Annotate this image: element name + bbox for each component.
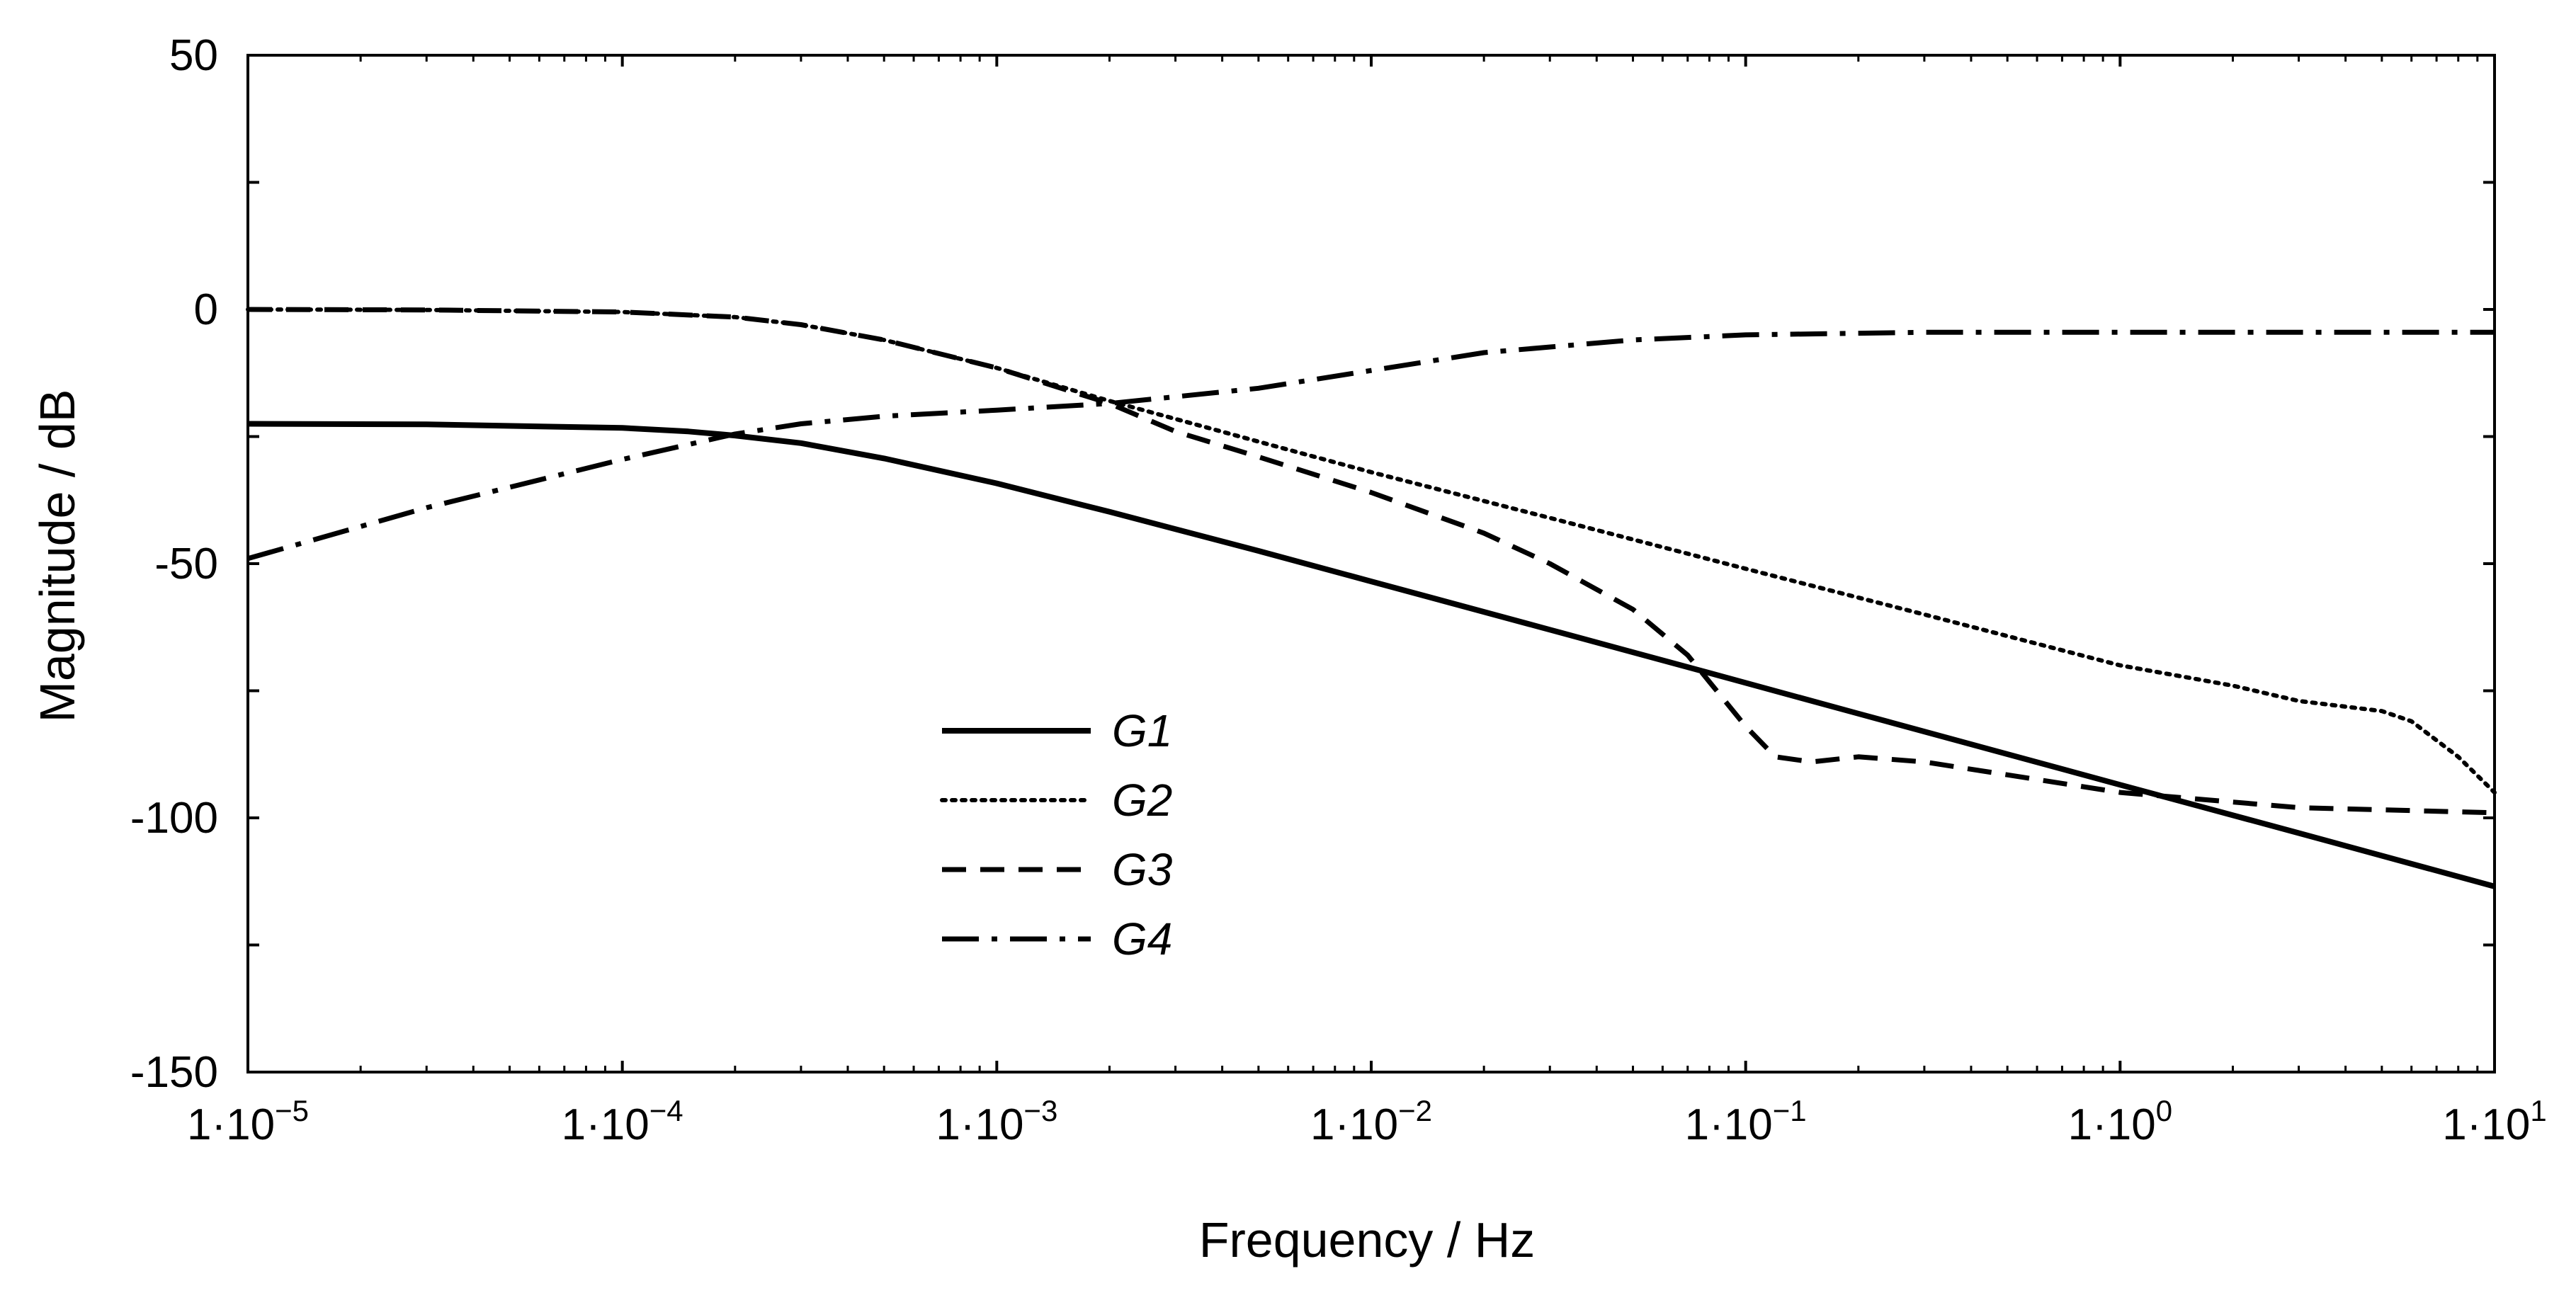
series-layer xyxy=(246,307,2497,889)
x-tick-label: 1·10−3 xyxy=(936,1094,1057,1149)
y-tick-label: 0 xyxy=(194,285,218,334)
y-tick-label: -50 xyxy=(154,540,218,588)
legend-label-g1: G1 xyxy=(1112,705,1172,756)
x-tick-label: 1·100 xyxy=(2068,1094,2172,1149)
x-tick-labels: 1·10−5 1·10−4 1·10−3 1·10−2 1·10−1 1·100 1·101 xyxy=(187,1094,2547,1149)
x-tick-label: 1·10−2 xyxy=(1310,1094,1432,1149)
legend: G1 G2 G3 G4 xyxy=(940,705,1173,964)
legend-label-g4: G4 xyxy=(1112,913,1172,964)
series-line-g3 xyxy=(247,307,2495,816)
y-tick-labels: 50 0 -50 -100 -150 xyxy=(130,31,218,1097)
y-axis-label: Magnitude / dB xyxy=(30,389,85,723)
legend-label-g3: G3 xyxy=(1112,844,1173,895)
tick-marks xyxy=(246,54,2496,1073)
y-tick-label: -100 xyxy=(130,794,218,843)
series-line-g1 xyxy=(247,421,2496,889)
y-tick-label: -150 xyxy=(130,1048,218,1097)
y-tick-label: 50 xyxy=(169,31,218,80)
x-tick-label: 1·10−5 xyxy=(187,1094,309,1149)
series-line-g4 xyxy=(247,329,2495,562)
legend-label-g2: G2 xyxy=(1112,775,1172,826)
x-tick-label: 1·101 xyxy=(2442,1094,2546,1149)
x-tick-label: 1·10−4 xyxy=(562,1094,683,1149)
x-axis-label: Frequency / Hz xyxy=(1199,1212,1536,1268)
x-tick-label: 1·10−1 xyxy=(1685,1094,1807,1149)
